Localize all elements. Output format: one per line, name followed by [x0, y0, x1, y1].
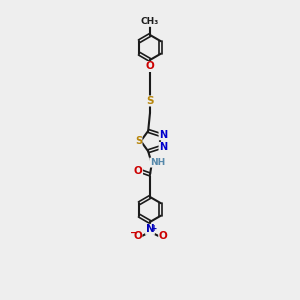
Text: N: N	[159, 130, 167, 140]
Text: CH₃: CH₃	[141, 17, 159, 26]
Text: NH: NH	[150, 158, 165, 167]
Text: S: S	[146, 96, 154, 106]
Text: O: O	[133, 232, 142, 242]
Text: N: N	[159, 142, 167, 152]
Text: N: N	[146, 224, 154, 234]
Text: +: +	[150, 224, 156, 233]
Text: O: O	[159, 232, 167, 242]
Text: −: −	[130, 228, 138, 238]
Text: O: O	[146, 61, 154, 71]
Text: S: S	[135, 136, 142, 146]
Text: O: O	[134, 167, 142, 176]
